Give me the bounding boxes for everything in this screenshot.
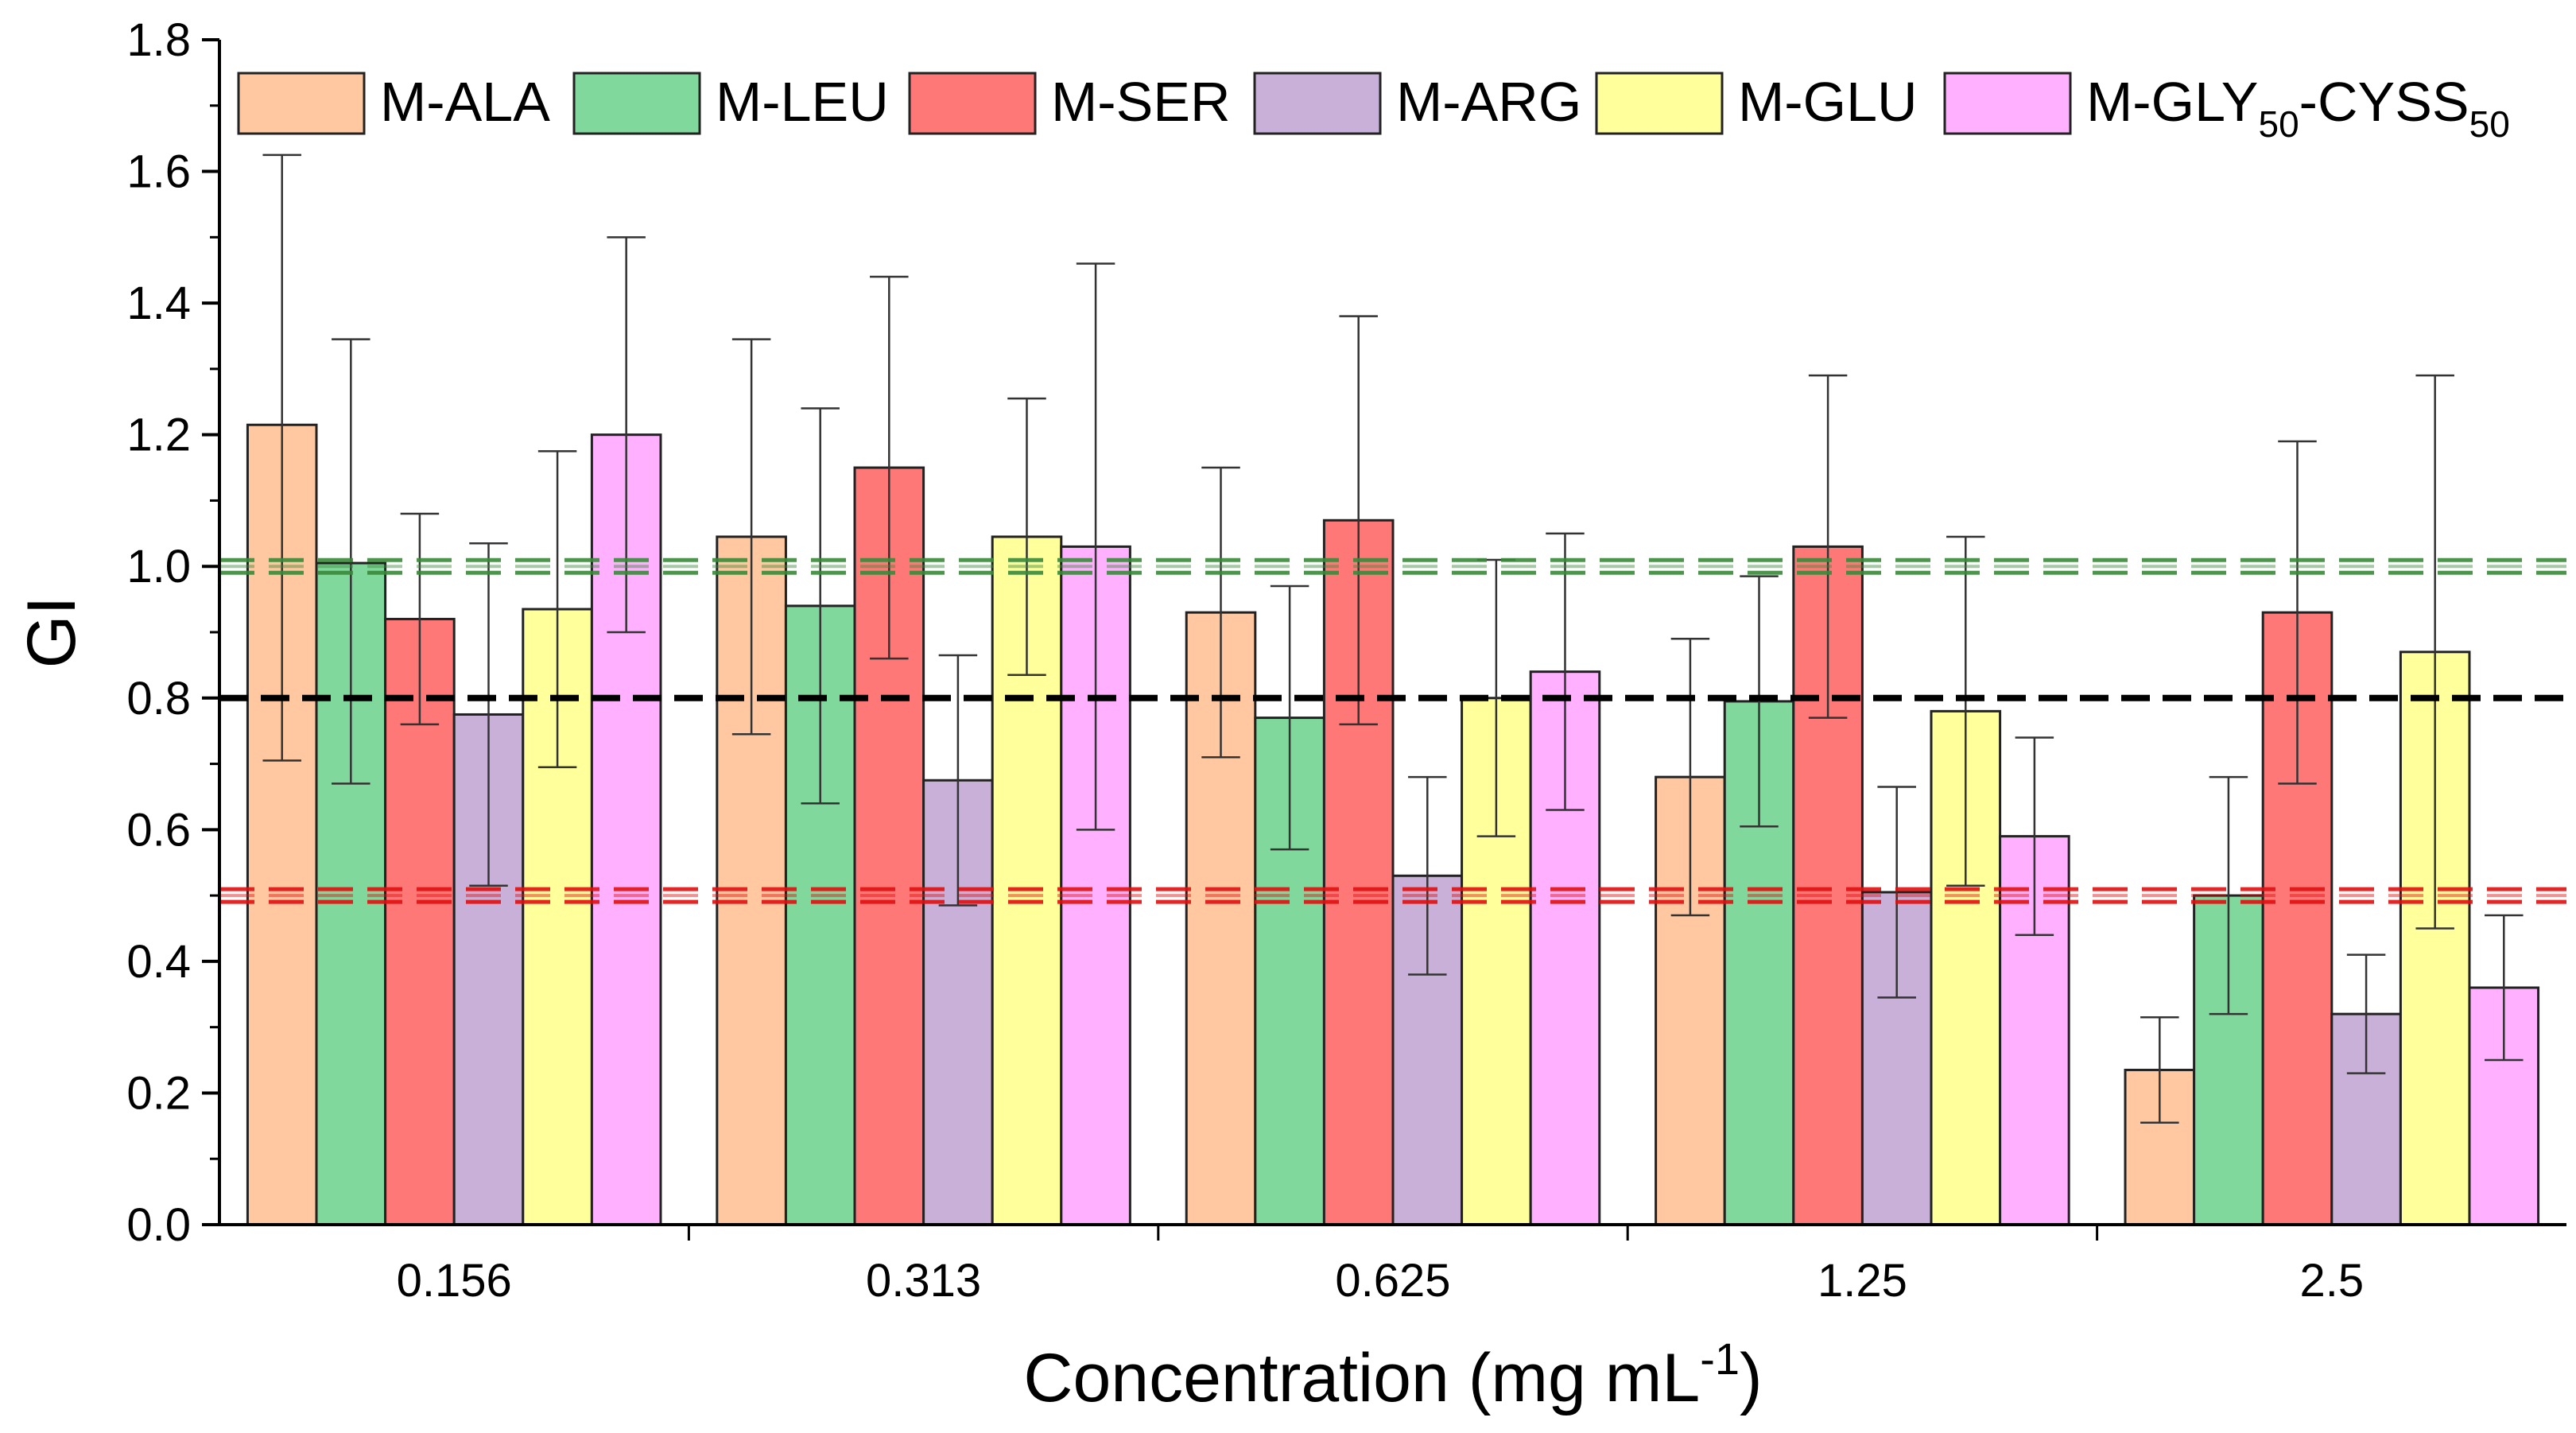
y-axis-title: GI [14, 596, 90, 669]
x-axis-title-close: ) [1740, 1340, 1763, 1416]
legend-swatch-M-LEU [572, 72, 701, 135]
y-tick-label: 0.4 [126, 936, 191, 988]
y-tick-label: 1.8 [126, 14, 191, 66]
legend-label-M-GLY50-CYSS50: M-GLY50-CYSS50 [2086, 71, 2510, 145]
legend: M-ALA M-LEU M-SER M-ARG M-GLU M-GLY50-CYSS50 [237, 71, 2510, 145]
x-ticks-layer: 0.156 0.313 0.625 1.25 2.5 [397, 1225, 2364, 1307]
y-tick-label: 1.4 [126, 278, 191, 329]
legend-label-subscript: 50 [2469, 103, 2510, 145]
legend-swatch-M-GLY50-CYSS50 [1943, 72, 2072, 135]
legend-label-M-ARG: M-ARG [1396, 71, 1581, 133]
legend-label-base: M-GLY [2086, 71, 2259, 133]
y-tick-label: 1.2 [126, 410, 191, 461]
legend-swatch-M-GLU [1595, 72, 1724, 135]
y-tick-label: 0.8 [126, 673, 191, 724]
y-tick-label: 1.6 [126, 146, 191, 198]
y-tick-label: 0.2 [126, 1067, 191, 1119]
legend-swatch-M-ARG [1253, 72, 1382, 135]
x-tick-label: 2.5 [2299, 1255, 2364, 1307]
legend-label-M-GLU: M-GLU [1738, 71, 1918, 133]
x-tick-label: 1.25 [1818, 1255, 1907, 1307]
y-tick-label: 0.0 [126, 1199, 191, 1251]
x-tick-label: 0.156 [397, 1255, 512, 1307]
bars-layer [246, 153, 2540, 1226]
legend-label-M-ALA: M-ALA [380, 71, 550, 133]
y-tick-label: 1.0 [126, 541, 191, 592]
x-axis-title-superscript: -1 [1700, 1334, 1740, 1384]
reference-lines-layer [219, 557, 2566, 904]
y-ticks-layer: 0.0 0.2 0.4 0.6 0.8 1.0 1.2 1.4 1.6 1.8 [126, 14, 219, 1251]
legend-swatch-M-ALA [237, 72, 366, 135]
x-tick-label: 0.625 [1335, 1255, 1450, 1307]
legend-label-M-SER: M-SER [1051, 71, 1231, 133]
legend-label-base: M-ALA [380, 71, 550, 133]
legend-label-base: M-SER [1051, 71, 1231, 133]
legend-label-M-LEU: M-LEU [716, 71, 889, 133]
legend-label-base: M-LEU [716, 71, 889, 133]
x-axis-title: Concentration (mg mL-1) [1023, 1334, 1762, 1416]
legend-label-subscript: 50 [2259, 103, 2299, 145]
x-axis-title-main: Concentration (mg mL [1023, 1340, 1700, 1416]
x-tick-label: 0.313 [866, 1255, 981, 1307]
legend-label-base: M-GLU [1738, 71, 1918, 133]
y-tick-label: 0.6 [126, 804, 191, 856]
legend-label-base: M-ARG [1396, 71, 1581, 133]
legend-swatch-M-SER [908, 72, 1037, 135]
legend-label-mid: -CYSS [2299, 71, 2469, 133]
